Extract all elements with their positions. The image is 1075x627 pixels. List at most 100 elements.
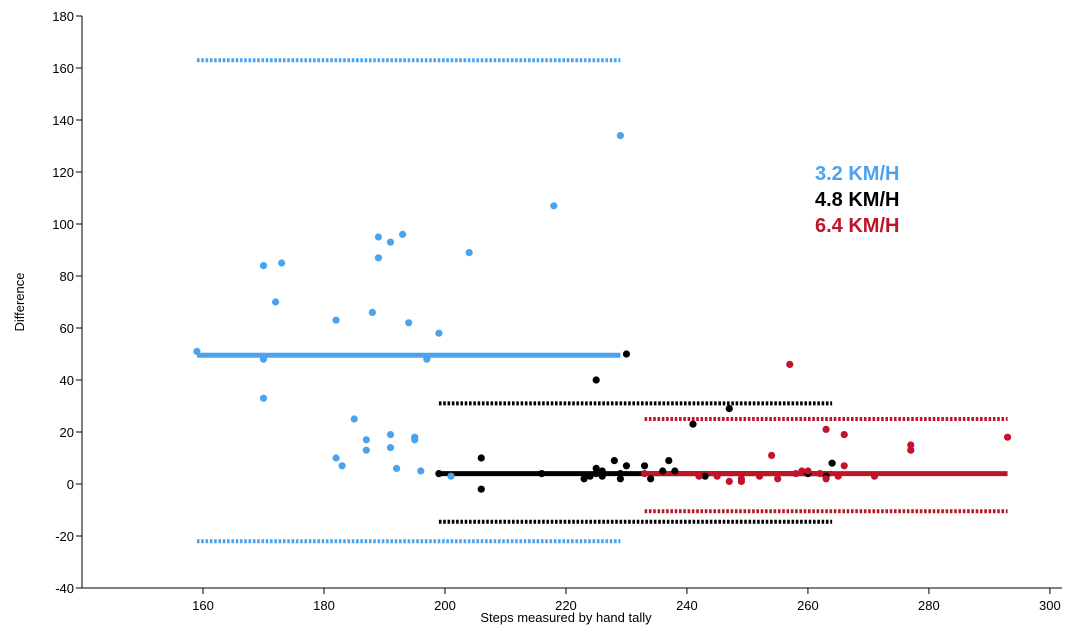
data-point	[598, 467, 606, 475]
data-point	[399, 230, 407, 238]
x-tick-label: 300	[1039, 598, 1061, 613]
data-point	[592, 470, 600, 478]
data-point	[580, 475, 588, 483]
x-tick-label: 220	[555, 598, 577, 613]
data-point	[725, 477, 733, 485]
data-point	[774, 475, 782, 483]
data-point	[405, 319, 413, 327]
data-point	[1003, 433, 1012, 441]
legend-entry: 4.8 KM/H	[815, 189, 899, 211]
data-point	[477, 454, 485, 462]
data-point	[768, 451, 776, 459]
agreement-lines	[196, 58, 1008, 544]
data-point	[907, 446, 915, 454]
data-point	[695, 472, 703, 480]
x-tick-label: 200	[434, 598, 456, 613]
data-point	[386, 444, 395, 452]
data-point	[610, 457, 618, 465]
data-point	[423, 355, 431, 363]
y-tick-label: 60	[60, 321, 74, 336]
data-point	[271, 298, 280, 306]
data-point	[386, 431, 395, 439]
data-point	[755, 472, 764, 480]
x-tick-label: 180	[313, 598, 335, 613]
data-point	[840, 431, 848, 439]
data-point	[550, 202, 558, 210]
data-point	[435, 470, 443, 478]
data-point	[592, 464, 600, 472]
data-point	[392, 464, 401, 472]
data-point	[701, 472, 709, 480]
y-tick-label: 140	[52, 113, 74, 128]
data-point	[792, 470, 800, 478]
data-point	[386, 238, 395, 246]
data-point	[725, 405, 733, 413]
data-point	[332, 454, 340, 462]
data-point	[411, 436, 419, 444]
data-point	[598, 472, 606, 480]
data-point	[368, 308, 376, 316]
data-point	[259, 355, 268, 363]
data-point	[870, 472, 879, 480]
data-point	[362, 446, 370, 454]
data-point	[786, 360, 794, 368]
data-point	[616, 132, 624, 140]
data-point	[840, 462, 848, 470]
data-point	[616, 475, 624, 483]
data-point	[640, 462, 649, 470]
data-point	[907, 441, 915, 449]
x-tick-label: 240	[676, 598, 698, 613]
data-point	[798, 467, 806, 475]
data-point	[804, 467, 812, 475]
data-point	[374, 254, 383, 262]
y-tick-label: 160	[52, 61, 74, 76]
data-point	[640, 470, 649, 478]
data-point	[622, 462, 631, 470]
y-tick-label: 180	[52, 9, 74, 24]
y-tick-label: 100	[52, 217, 74, 232]
data-point	[737, 475, 745, 483]
data-point	[259, 394, 268, 402]
data-point	[616, 470, 624, 478]
y-tick-label: 20	[60, 425, 74, 440]
y-tick-label: 120	[52, 165, 74, 180]
data-point	[332, 316, 340, 324]
data-point	[647, 475, 655, 483]
data-point	[338, 462, 346, 470]
y-tick-label: -20	[55, 529, 74, 544]
data-point	[538, 470, 546, 478]
data-point	[477, 485, 485, 493]
axes: -40 -20 0 20 40 60 80 100 120 140 160 180 160 180 200 2…	[52, 9, 1062, 613]
data-point	[659, 467, 667, 475]
data-point	[822, 475, 830, 483]
data-point	[259, 262, 268, 270]
data-point	[447, 472, 455, 480]
y-tick-label: 0	[67, 477, 74, 492]
x-tick-label: 160	[192, 598, 214, 613]
legend-entry: 3.2 KM/H	[815, 163, 899, 185]
y-tick-label: 80	[60, 269, 74, 284]
data-points	[193, 132, 1012, 493]
data-point	[713, 472, 721, 480]
data-point	[834, 472, 842, 480]
data-point	[665, 457, 673, 465]
y-axis-title: Difference	[12, 272, 27, 331]
data-point	[828, 459, 836, 467]
data-point	[278, 259, 286, 267]
data-point	[417, 467, 425, 475]
x-tick-label: 260	[797, 598, 819, 613]
data-point	[592, 376, 600, 384]
data-point	[816, 470, 824, 478]
data-point	[622, 350, 631, 358]
data-point	[671, 467, 679, 475]
data-point	[435, 329, 443, 337]
y-tick-label: -40	[55, 581, 74, 596]
data-point	[689, 420, 697, 428]
data-point	[465, 249, 473, 257]
data-point	[362, 436, 370, 444]
data-point	[193, 347, 201, 355]
legend: 3.2 KM/H 4.8 KM/H 6.4 KM/H	[815, 163, 899, 237]
data-point	[350, 415, 358, 423]
legend-entry: 6.4 KM/H	[815, 215, 899, 237]
